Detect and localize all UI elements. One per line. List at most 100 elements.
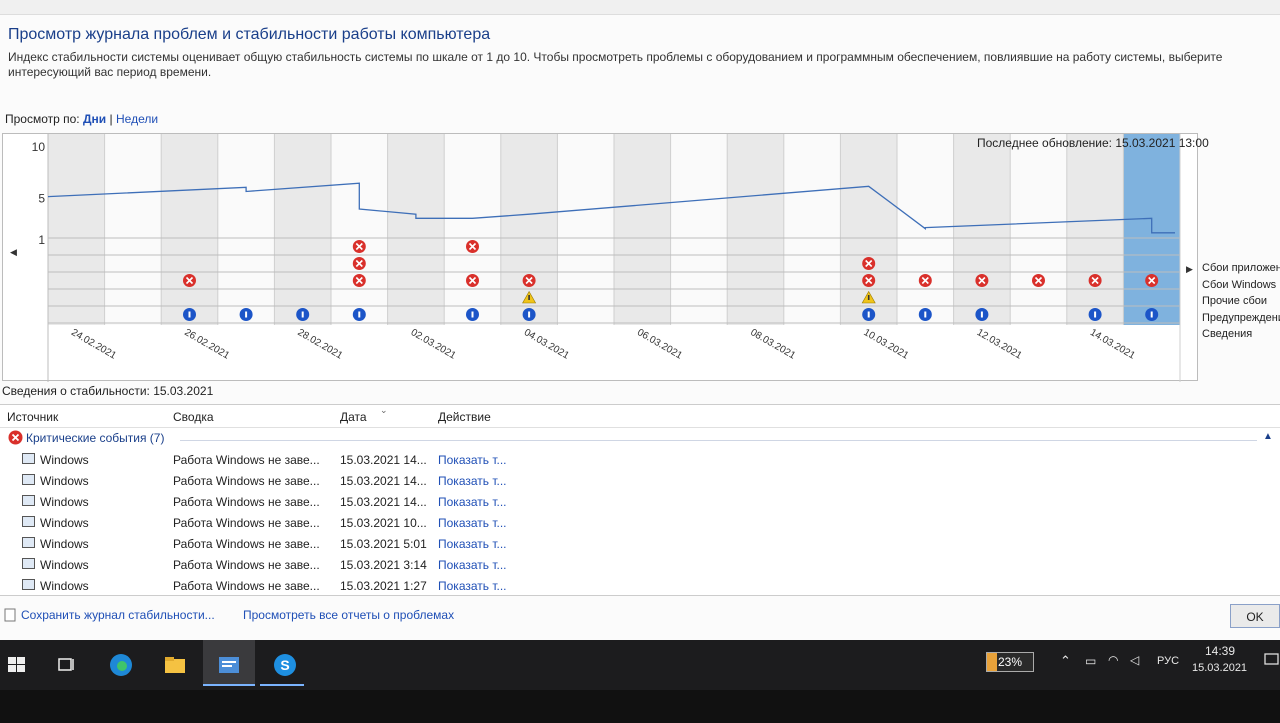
critical-events-group[interactable]: Критические события (7) [8,430,164,445]
row-source: Windows [40,495,89,509]
row-date: 15.03.2021 10... [340,516,427,530]
row-summary: Работа Windows не заве... [173,495,320,509]
view-all-reports-link[interactable]: Просмотреть все отчеты о проблемах [243,608,455,622]
row-summary: Работа Windows не заве... [173,453,320,467]
save-stability-log-link[interactable]: Сохранить журнал стабильности... [21,608,215,622]
task-view-icon[interactable] [53,652,79,678]
critical-event-cross [865,276,873,285]
ok-button[interactable]: OK [1230,604,1280,628]
x-date-label: 06.03.2021 [635,327,684,362]
day-column[interactable] [104,134,162,325]
row-action-link[interactable]: Показать т... [438,495,507,509]
row-source: Windows [40,579,89,593]
day-column[interactable] [557,134,614,325]
windows-start-icon[interactable] [4,652,30,678]
day-column[interactable] [48,134,105,325]
row-summary: Работа Windows не заве... [173,558,320,572]
day-column[interactable] [953,134,1011,325]
column-summary[interactable]: Сводка [173,410,214,424]
day-column[interactable] [274,134,331,325]
x-date-label: 10.03.2021 [862,327,911,362]
file-explorer-icon[interactable] [162,652,188,678]
table-row[interactable]: Windows Работа Windows не заве... 15.03.20… [0,533,1280,554]
clock-date[interactable]: 15.03.2021 [1192,662,1248,674]
tray-chevron-up-icon[interactable]: ⌃ [1060,653,1071,668]
table-row[interactable]: Windows Работа Windows не заве... 15.03.20… [0,575,1280,596]
x-date-label: 24.02.2021 [69,327,118,362]
day-column[interactable] [727,134,784,325]
day-column[interactable] [1066,134,1124,325]
table-row[interactable]: Windows Работа Windows не заве... 15.03.20… [0,470,1280,491]
chart-scroll-right-icon[interactable]: ▶ [1186,264,1193,274]
info-event-glyph [1150,311,1153,318]
active-app-indicator [203,684,255,686]
row-date: 15.03.2021 14... [340,495,427,509]
column-date[interactable]: Дата [340,410,367,424]
collapse-chevron-up-icon[interactable]: ▲ [1263,431,1273,442]
notifications-icon[interactable] [1264,652,1280,668]
column-action[interactable]: Действие [438,410,491,424]
critical-event-cross [355,242,363,251]
critical-event-cross [468,242,477,251]
day-column[interactable] [444,134,501,325]
day-column[interactable] [614,134,671,325]
day-column[interactable] [161,134,218,325]
windows-app-icon [22,516,35,527]
view-by-weeks-link[interactable]: Недели [116,112,159,126]
table-row[interactable]: Windows Работа Windows не заве... 15.03.20… [0,554,1280,575]
day-column[interactable] [331,134,388,325]
info-event-glyph [188,311,191,318]
critical-event-cross [185,276,194,285]
row-date: 15.03.2021 14... [340,453,427,467]
table-row[interactable]: Windows Работа Windows не заве... 15.03.20… [0,491,1280,512]
group-divider [180,440,1257,441]
table-row[interactable]: Windows Работа Windows не заве... 15.03.20… [0,512,1280,533]
edge-browser-icon[interactable] [108,652,134,678]
stability-chart-svg[interactable]: 10 5 1 24.02.2021 26.02.2021 28.02.2021 02.03.… [3,134,1199,382]
input-language[interactable]: РУС [1157,655,1180,667]
skype-icon[interactable]: S [272,652,298,678]
view-by-days-link[interactable]: Дни [83,112,107,126]
clock-time[interactable]: 14:39 [1205,644,1236,658]
critical-event-cross [865,259,873,268]
window-top-edge [0,0,1280,15]
column-source[interactable]: Источник [7,410,59,424]
row-action-link[interactable]: Показать т... [438,558,507,572]
table-row[interactable]: Windows Работа Windows не заве... 15.03.20… [0,449,1280,470]
critical-event-cross [525,276,533,285]
info-event-glyph [528,311,531,318]
row-action-link[interactable]: Показать т... [438,579,507,593]
row-action-link[interactable]: Показать т... [438,516,507,530]
row-action-link[interactable]: Показать т... [438,537,507,551]
day-column[interactable] [387,134,445,325]
reliability-monitor-taskbar-icon[interactable] [216,652,242,678]
day-column[interactable] [670,134,728,325]
row-summary: Работа Windows не заве... [173,516,320,530]
view-by-label: Просмотр по: [5,112,80,126]
x-date-label: 02.03.2021 [409,327,458,362]
day-column[interactable] [217,134,275,325]
row-action-link[interactable]: Показать т... [438,474,507,488]
day-column[interactable] [1010,134,1067,325]
view-by-selector: Просмотр по: Дни | Недели [5,112,158,126]
legend-information: Сведения [1202,328,1253,340]
row-action-link[interactable]: Показать т... [438,453,507,467]
volume-icon[interactable]: ◁ [1130,653,1140,667]
day-column[interactable] [897,134,954,325]
reliability-monitor-window: Просмотр журнала проблем и стабильности … [0,0,1280,628]
battery-indicator[interactable]: 23% [986,652,1034,672]
svg-text:S: S [280,657,289,673]
chart-scroll-left-icon[interactable]: ◀ [10,247,17,257]
wifi-icon[interactable]: ◠ [1108,653,1119,667]
desk-surface [0,690,1280,723]
day-column[interactable] [783,134,841,325]
stability-chart[interactable]: 10 5 1 24.02.2021 26.02.2021 28.02.2021 02.03.… [2,133,1199,382]
x-date-label: 14.03.2021 [1088,327,1137,362]
row-source: Windows [40,453,89,467]
info-event-glyph [358,311,361,318]
windows-app-icon [22,495,35,506]
stability-index-line [47,182,1175,234]
details-title: Сведения о стабильности: 15.03.2021 [2,384,214,398]
tray-device-icon[interactable]: ▭ [1085,654,1097,668]
info-event-glyph [1094,311,1097,318]
